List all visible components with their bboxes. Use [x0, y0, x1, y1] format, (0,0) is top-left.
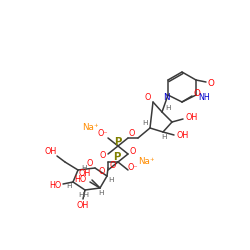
Text: N: N [163, 94, 169, 102]
Text: H: H [108, 177, 114, 183]
Text: Na⁺: Na⁺ [138, 158, 154, 166]
Text: O: O [100, 152, 106, 160]
Text: Na⁺: Na⁺ [82, 124, 98, 132]
Text: HO: HO [49, 180, 61, 190]
Text: OH: OH [186, 114, 198, 122]
Text: H: H [98, 190, 104, 196]
Text: O: O [194, 90, 200, 98]
Text: O: O [110, 160, 116, 170]
Text: P: P [114, 137, 122, 147]
Text: NH: NH [198, 92, 210, 102]
Text: OH: OH [177, 132, 189, 140]
Text: H: H [66, 183, 72, 189]
Text: H: H [142, 120, 148, 126]
Text: H: H [81, 165, 87, 171]
Text: OH: OH [77, 202, 89, 210]
Text: O: O [130, 146, 136, 156]
Text: HH: HH [78, 192, 90, 198]
Text: OH: OH [45, 146, 57, 156]
Text: O⁻: O⁻ [128, 162, 138, 172]
Text: O: O [129, 130, 135, 138]
Text: P: P [113, 152, 121, 162]
Text: O: O [87, 158, 93, 168]
Text: O: O [145, 94, 151, 102]
Text: O⁻: O⁻ [98, 130, 108, 138]
Text: O: O [99, 166, 105, 175]
Text: HO: HO [74, 174, 86, 184]
Text: H: H [161, 134, 167, 140]
Text: O: O [208, 78, 214, 88]
Text: OH: OH [79, 170, 91, 178]
Text: H: H [165, 105, 171, 111]
